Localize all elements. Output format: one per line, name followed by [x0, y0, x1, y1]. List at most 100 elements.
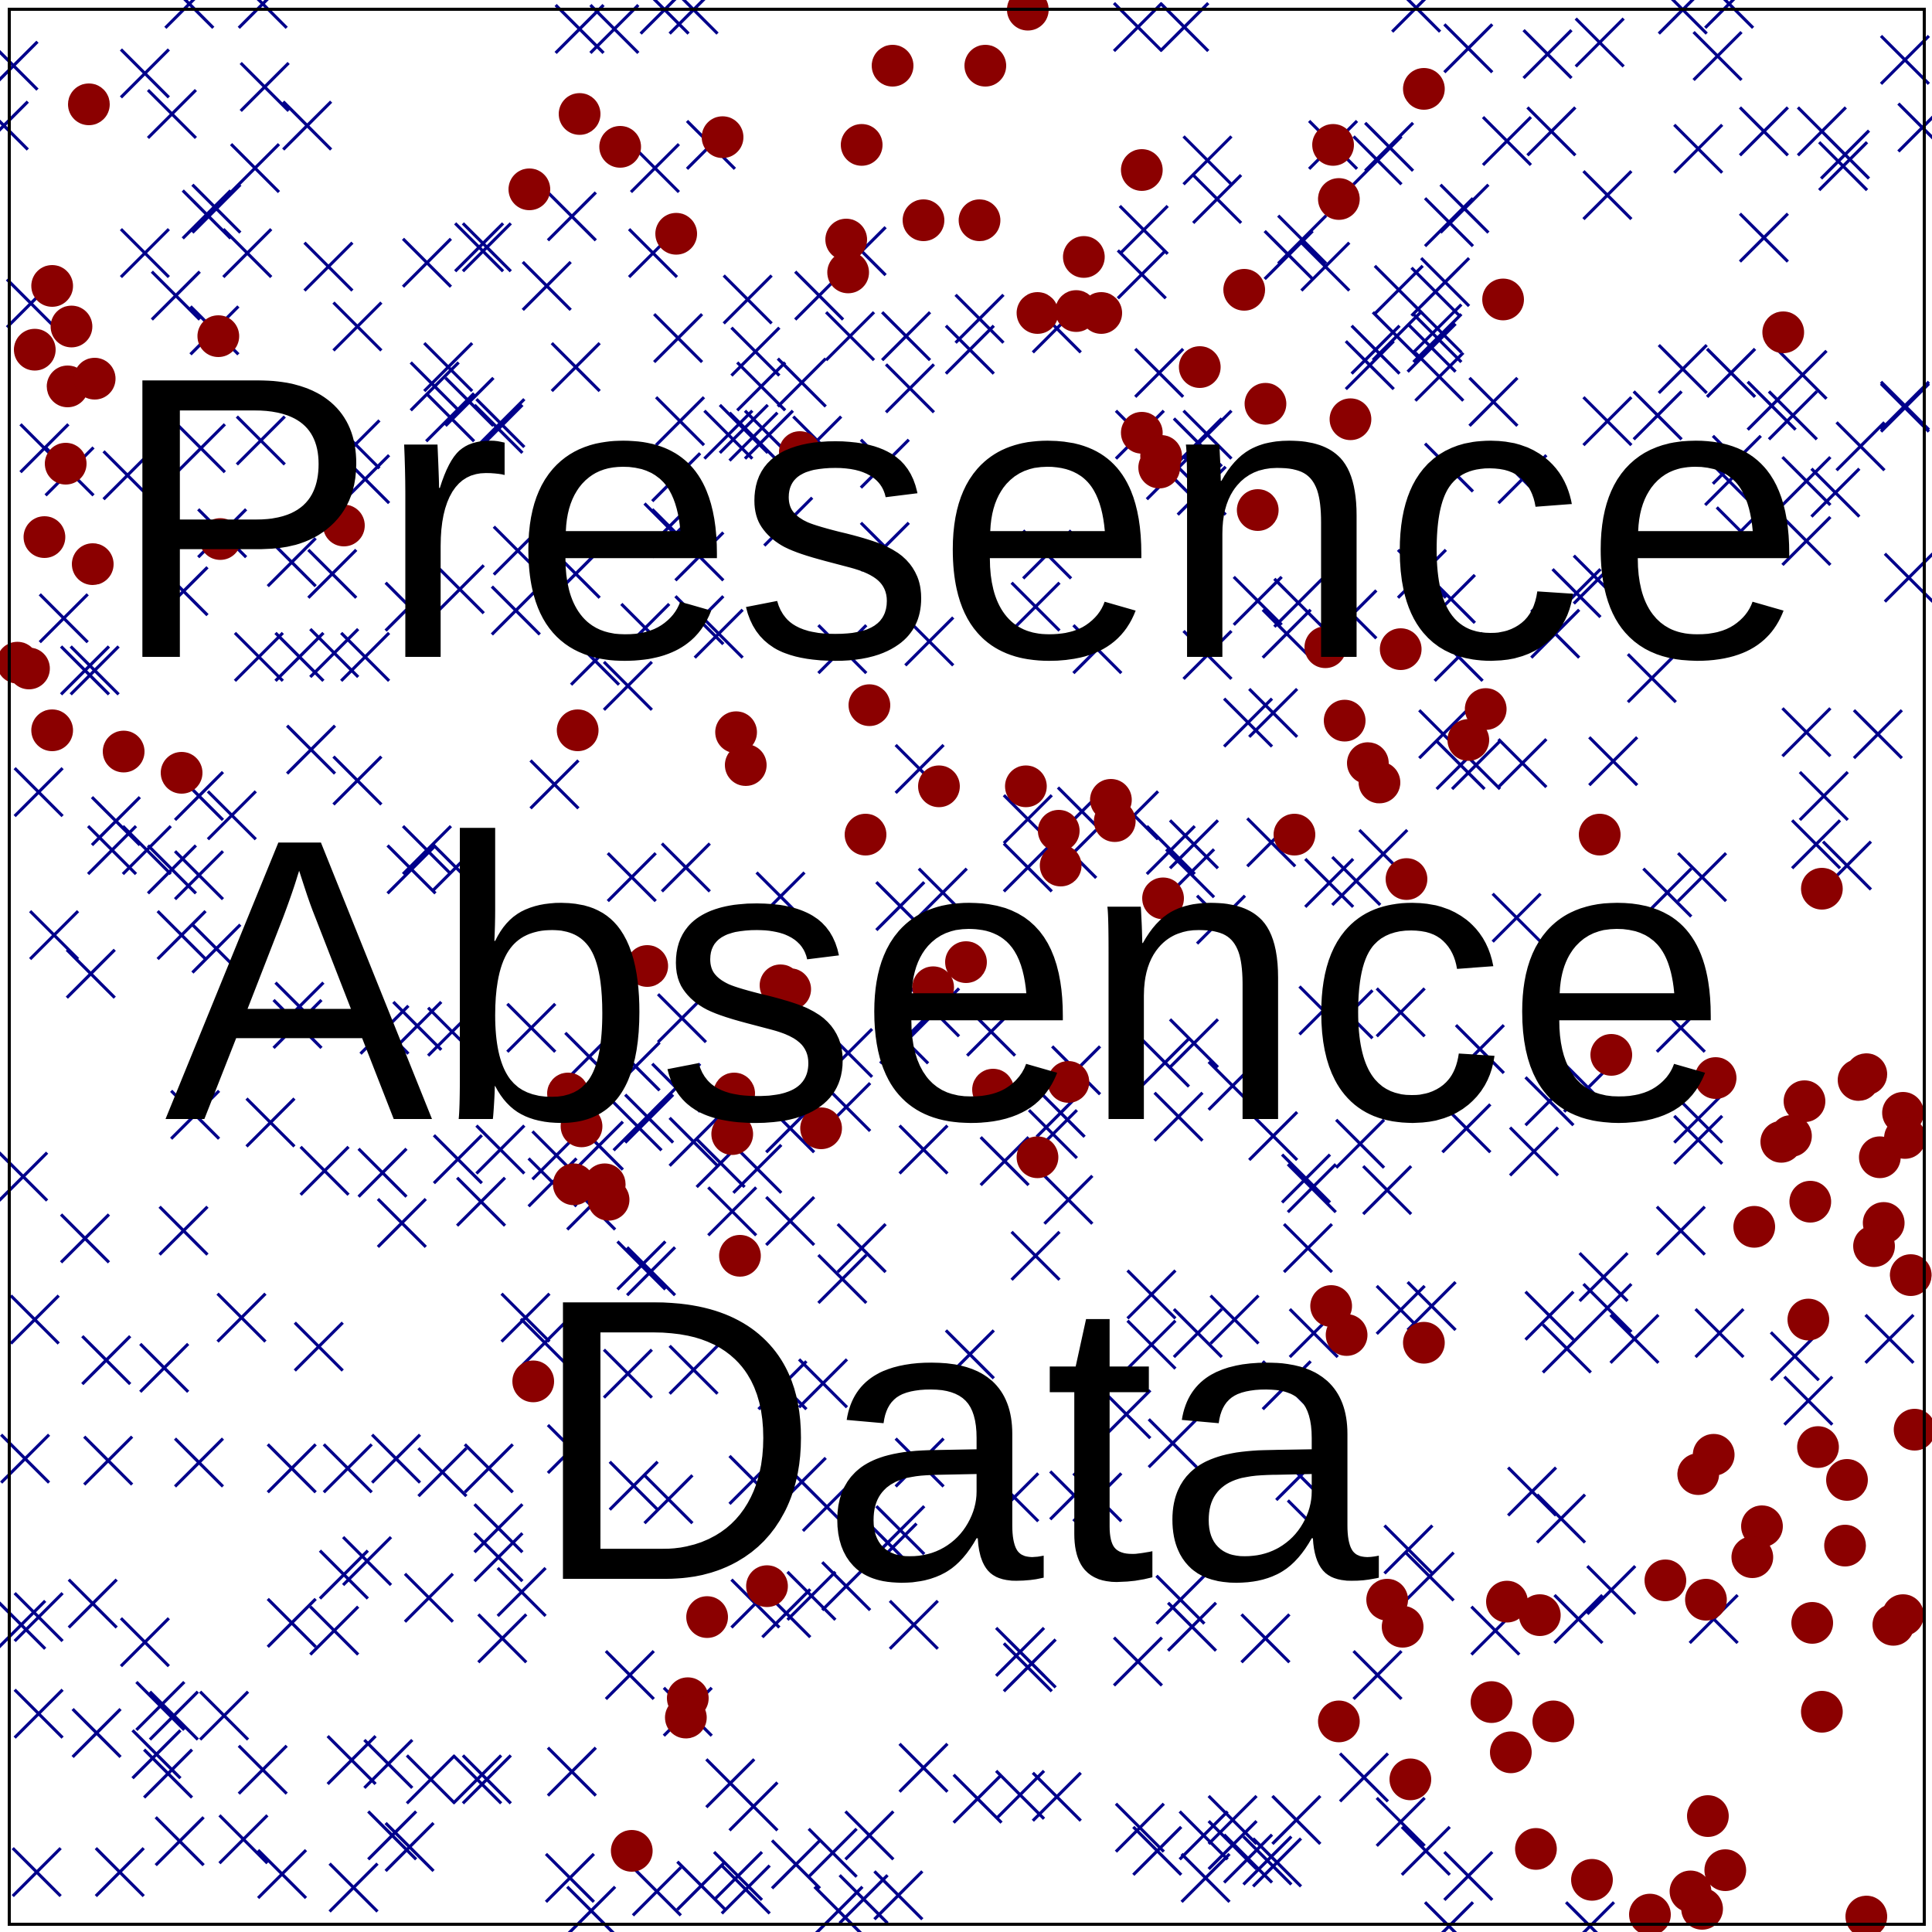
absence-cross-mark [1426, 573, 1476, 624]
presence-dot-mark [1801, 1691, 1843, 1733]
absence-cross-mark [1362, 1165, 1413, 1216]
absence-cross-mark [1716, 506, 1766, 556]
absence-cross-mark [736, 361, 787, 412]
absence-cross-mark [566, 1886, 617, 1932]
absence-cross-mark [952, 1774, 1003, 1824]
absence-cross-mark [237, 1744, 288, 1795]
absence-cross-mark [139, 1342, 189, 1393]
absence-cross-mark [770, 1839, 821, 1889]
absence-cross-mark [836, 1223, 887, 1274]
absence-cross-mark [898, 1743, 949, 1793]
absence-cross-mark [1261, 1360, 1312, 1410]
presence-dot-mark [1244, 383, 1287, 425]
absence-cross-mark [1168, 1018, 1219, 1069]
presence-dot-mark [1382, 1606, 1423, 1648]
absence-cross-mark [1509, 1126, 1560, 1177]
presence-dot-mark [161, 752, 202, 794]
presence-dot-mark [1787, 1298, 1829, 1341]
presence-dot-mark [1447, 719, 1489, 761]
absence-cross-mark [545, 1852, 595, 1903]
presence-dot-mark [1733, 1206, 1775, 1248]
absence-cross-mark [674, 531, 725, 582]
absence-cross-mark [813, 1886, 864, 1932]
absence-cross-mark [546, 1423, 597, 1475]
absence-cross-mark [1072, 1472, 1123, 1522]
absence-cross-mark [989, 1472, 1039, 1522]
absence-cross-mark [274, 981, 325, 1032]
presence-dot-mark [1047, 1061, 1090, 1103]
absence-cross-mark [359, 1005, 410, 1055]
absence-cross-mark [917, 867, 968, 918]
absence-cross-mark [427, 1006, 478, 1057]
presence-dot-mark [800, 1107, 842, 1149]
absence-cross-mark [763, 496, 814, 547]
absence-cross-mark [1252, 1837, 1302, 1888]
presence-dot-mark [599, 126, 641, 168]
absence-cross-mark [817, 1253, 868, 1304]
absence-cross-mark [1582, 396, 1633, 447]
absence-cross-mark [1536, 1493, 1587, 1544]
absence-cross-mark [1338, 1752, 1389, 1803]
absence-cross-mark [120, 1617, 170, 1668]
absence-cross-mark [60, 1213, 111, 1264]
absence-cross-mark [1673, 124, 1723, 174]
absence-cross-mark [0, 1600, 46, 1650]
absence-cross-mark [1167, 1601, 1217, 1652]
presence-dot-mark [719, 1235, 761, 1277]
presence-dot-mark [1519, 1594, 1561, 1636]
absence-cross-mark [626, 1246, 676, 1297]
absence-cross-mark [121, 825, 172, 876]
absence-cross-mark [0, 1151, 49, 1202]
absence-cross-mark [1352, 135, 1403, 185]
title-line-3: Data [530, 1216, 1382, 1665]
presence-dot-mark [1016, 1136, 1059, 1179]
absence-cross-mark [720, 1864, 771, 1915]
absence-cross-mark [1010, 581, 1061, 632]
presence-dot-mark [68, 83, 110, 125]
presence-dot-mark [1142, 877, 1184, 920]
absence-cross-mark [1376, 987, 1426, 1038]
absence-cross-mark [330, 419, 381, 470]
presence-dot-mark [1845, 1053, 1887, 1095]
presence-dot-mark [1359, 761, 1400, 804]
absence-cross-mark [340, 454, 390, 505]
absence-cross-mark [713, 1851, 764, 1901]
absence-cross-mark [1522, 29, 1573, 80]
presence-dot-mark [686, 1596, 728, 1638]
absence-cross-mark [1010, 1230, 1061, 1281]
absence-cross-mark [801, 1481, 852, 1532]
presence-dot-mark [779, 431, 821, 473]
absence-cross-mark [1739, 213, 1789, 263]
absence-cross-mark [730, 326, 781, 377]
presence-dot-mark [1685, 1579, 1727, 1621]
absence-cross-mark [1248, 1111, 1298, 1162]
absence-cross-mark [1043, 1175, 1094, 1225]
absence-cross-mark [1439, 183, 1490, 234]
absence-cross-mark [1113, 2, 1163, 53]
presence-dot-mark [14, 328, 56, 371]
absence-cross-mark [607, 852, 657, 903]
presence-dot-mark [1379, 628, 1422, 670]
absence-cross-mark [608, 1461, 659, 1511]
absence-cross-mark [904, 616, 954, 667]
absence-cross-mark [1209, 1294, 1260, 1345]
absence-cross-mark [233, 631, 284, 682]
absence-cross-mark [1022, 529, 1073, 580]
presence-dot-mark [556, 709, 599, 751]
presence-dot-mark [1318, 178, 1360, 220]
absence-cross-mark [1180, 1852, 1231, 1903]
absence-cross-mark [12, 1847, 62, 1897]
presence-dot-mark [1471, 1681, 1512, 1723]
absence-cross-mark [491, 585, 541, 636]
absence-cross-mark [1223, 697, 1274, 748]
absence-cross-mark [94, 1847, 145, 1897]
absence-cross-mark [147, 89, 197, 139]
presence-dot-mark [1762, 311, 1804, 353]
absence-cross-mark [1304, 858, 1355, 908]
presence-dot-mark [760, 964, 801, 1006]
absence-cross-mark [1275, 1451, 1325, 1502]
absence-cross-mark [651, 452, 702, 502]
presence-dot-mark [512, 1360, 554, 1403]
absence-cross-mark [13, 1689, 64, 1739]
absence-cross-mark [143, 1748, 193, 1799]
